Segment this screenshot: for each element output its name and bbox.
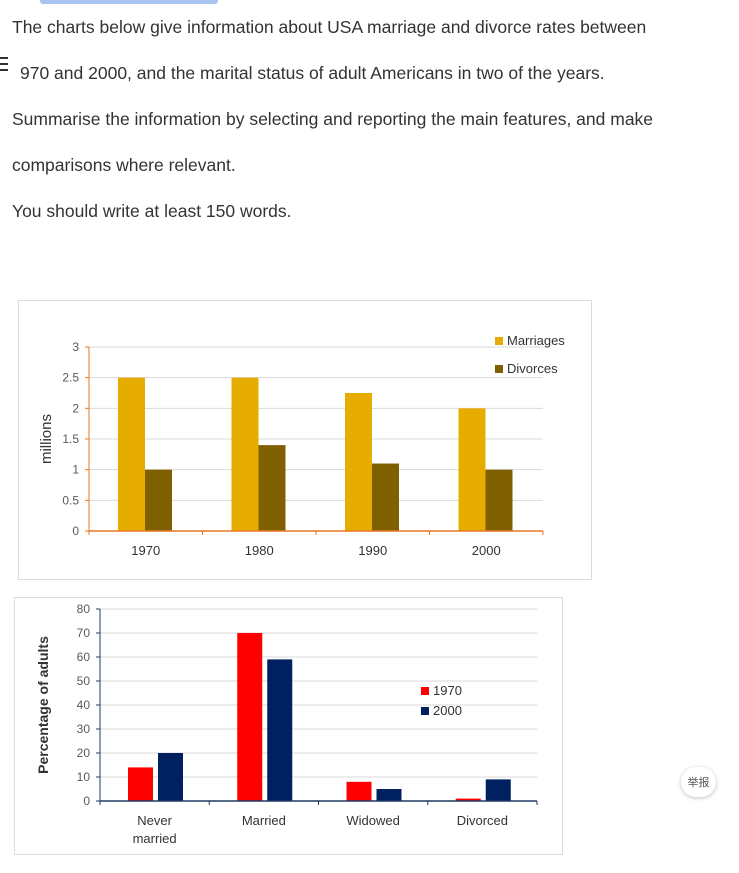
category-label: Never married bbox=[133, 813, 177, 846]
bar-divorces bbox=[372, 463, 399, 531]
prompt-line: The charts below give information about … bbox=[12, 17, 647, 37]
bar-1970 bbox=[237, 633, 263, 801]
bar-1970 bbox=[455, 798, 481, 801]
bar-2000 bbox=[267, 659, 293, 801]
y-tick-label: 50 bbox=[77, 674, 91, 688]
legend-label: 2000 bbox=[433, 703, 462, 718]
legend-swatch bbox=[421, 687, 429, 695]
legend-label: Divorces bbox=[507, 361, 558, 376]
category-label: 2000 bbox=[472, 543, 501, 558]
legend-label: Marriages bbox=[507, 333, 565, 348]
top-accent-bar bbox=[40, 0, 218, 4]
bar-marriages bbox=[118, 377, 145, 531]
bar-2000 bbox=[485, 779, 511, 801]
marriage-divorce-chart: 0 0.5 1 1.5 2 2.5 3 millions 1970 1980 1990 2000 Mar… bbox=[18, 300, 592, 580]
y-tick-label: 20 bbox=[77, 746, 91, 760]
prompt-line: 970 and 2000, and the marital status of … bbox=[20, 63, 605, 83]
menu-icon[interactable] bbox=[0, 57, 8, 71]
legend-swatch bbox=[421, 707, 429, 715]
category-label: Married bbox=[242, 813, 286, 828]
legend-swatch bbox=[495, 337, 503, 345]
legend-label: 1970 bbox=[433, 683, 462, 698]
bar-marriages bbox=[231, 377, 259, 531]
bar-divorces bbox=[145, 469, 172, 531]
y-tick-label: 0 bbox=[83, 794, 90, 808]
legend-swatch bbox=[495, 365, 503, 373]
bar-1970 bbox=[346, 781, 372, 801]
category-label: Divorced bbox=[457, 813, 508, 828]
bar-1970 bbox=[128, 767, 153, 801]
marriage-divorce-chart-svg: 0 0.5 1 1.5 2 2.5 3 millions 1970 1980 1990 2000 Mar… bbox=[38, 333, 565, 558]
bar-2000 bbox=[376, 789, 402, 801]
marital-status-chart-svg: 0 10 20 30 40 50 60 70 80 Percentage of adults Nev… bbox=[35, 602, 538, 846]
prompt-line: comparisons where relevant. bbox=[12, 155, 236, 175]
report-button[interactable]: 举报 bbox=[681, 767, 716, 797]
category-label: 1980 bbox=[245, 543, 274, 558]
y-axis-label: Percentage of adults bbox=[35, 636, 51, 774]
category-label: 1970 bbox=[131, 543, 160, 558]
y-tick-label: 3 bbox=[72, 340, 79, 354]
y-tick-label: 40 bbox=[77, 698, 91, 712]
y-tick-label: 1.5 bbox=[62, 432, 79, 446]
category-label: 1990 bbox=[358, 543, 387, 558]
y-tick-label: 2.5 bbox=[62, 371, 79, 385]
y-tick-label: 80 bbox=[77, 602, 91, 616]
bar-marriages bbox=[458, 408, 486, 531]
y-tick-label: 0.5 bbox=[62, 493, 79, 507]
y-tick-label: 2 bbox=[72, 401, 79, 415]
y-axis-label: millions bbox=[38, 414, 55, 464]
bar-divorces bbox=[258, 445, 286, 531]
y-tick-label: 10 bbox=[77, 770, 91, 784]
y-tick-label: 1 bbox=[72, 463, 79, 477]
bar-divorces bbox=[485, 469, 513, 531]
bar-marriages bbox=[345, 393, 372, 531]
category-label: Widowed bbox=[346, 813, 399, 828]
prompt-line: Summarise the information by selecting a… bbox=[12, 109, 654, 129]
y-tick-label: 70 bbox=[77, 626, 91, 640]
marital-status-chart: 0 10 20 30 40 50 60 70 80 Percentage of adults Nev… bbox=[14, 597, 563, 855]
y-tick-label: 0 bbox=[72, 524, 79, 538]
bar-2000 bbox=[158, 753, 183, 801]
y-tick-label: 30 bbox=[77, 722, 91, 736]
task-prompt: The charts below give information about … bbox=[12, 4, 739, 234]
y-tick-label: 60 bbox=[77, 650, 91, 664]
prompt-line: You should write at least 150 words. bbox=[12, 201, 292, 221]
